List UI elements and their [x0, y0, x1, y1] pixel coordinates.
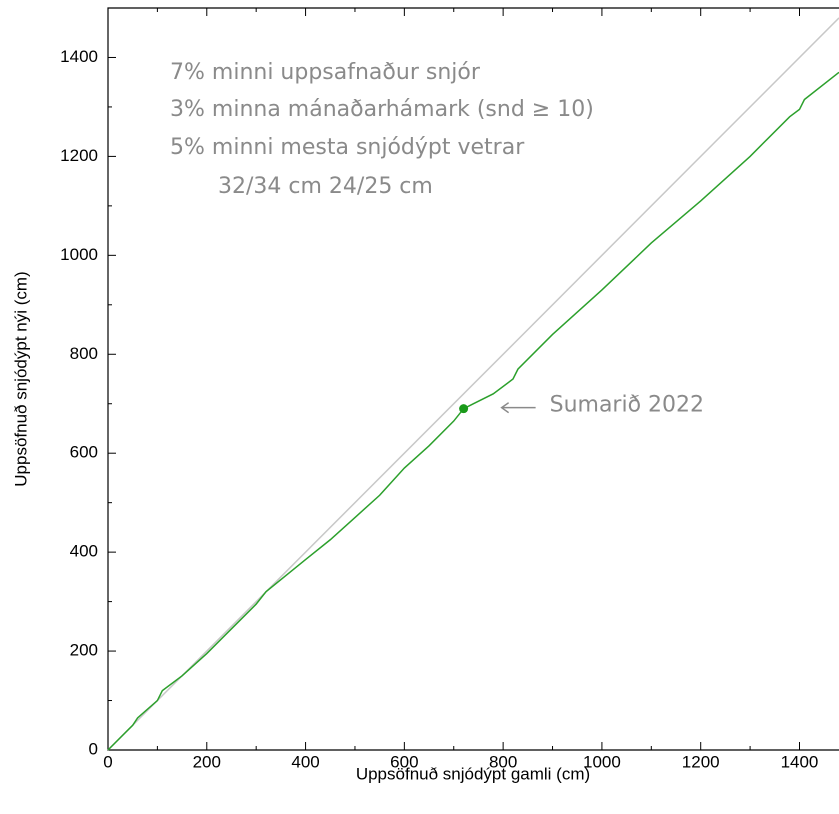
y-tick-label: 1200 [60, 146, 98, 165]
x-axis-label: Uppsöfnuð snjódýpt gamli (cm) [356, 764, 590, 783]
y-tick-label: 600 [70, 443, 98, 462]
annotation: 5% minni mesta snjódýpt vetrar [170, 135, 525, 160]
y-tick-label: 1400 [60, 47, 98, 66]
y-tick-label: 0 [89, 739, 98, 758]
x-tick-label: 1000 [583, 752, 621, 771]
reference-line [107, 17, 839, 751]
x-tick-label: 800 [489, 752, 517, 771]
plot-frame [107, 7, 839, 751]
annotation-label: Sumarið 2022 [550, 393, 704, 418]
x-tick-label: 600 [390, 752, 418, 771]
y-tick-label: 400 [70, 542, 98, 561]
x-tick-label: 400 [291, 752, 319, 771]
x-tick-label: 200 [193, 752, 221, 771]
y-tick-label: 1000 [60, 245, 98, 264]
y-axis-label: Uppsöfnuð snjódýpt nýi (cm) [11, 271, 30, 486]
data-line [107, 71, 839, 751]
x-tick-label: 1400 [781, 752, 819, 771]
x-tick-label: 1200 [682, 752, 720, 771]
annotation: 32/34 cm 24/25 cm [218, 174, 433, 199]
annotation: 7% minni uppsafnaður snjór [170, 60, 481, 85]
x-tick-label: 0 [103, 752, 112, 771]
y-tick-label: 800 [70, 344, 98, 363]
annotation-arrow [500, 402, 536, 414]
y-tick-label: 200 [70, 641, 98, 660]
annotation: 3% minna mánaðarhámark (snd ≥ 10) [170, 97, 594, 122]
highlight-point [459, 404, 469, 414]
